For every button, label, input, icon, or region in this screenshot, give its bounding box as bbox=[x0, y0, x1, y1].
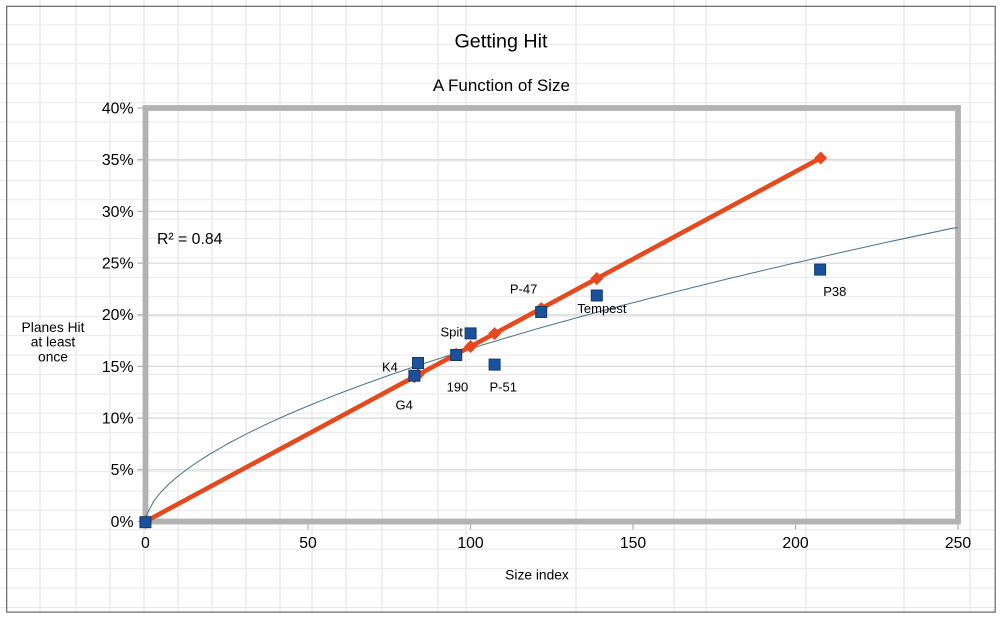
svg-text:0%: 0% bbox=[111, 514, 134, 531]
svg-text:30%: 30% bbox=[102, 204, 134, 221]
svg-text:K4: K4 bbox=[382, 360, 398, 375]
svg-text:100: 100 bbox=[457, 535, 484, 552]
svg-text:35%: 35% bbox=[102, 152, 134, 169]
svg-text:40%: 40% bbox=[102, 100, 134, 117]
svg-text:R² = 0.84: R² = 0.84 bbox=[157, 231, 223, 248]
svg-text:Spit: Spit bbox=[441, 325, 464, 340]
svg-text:5%: 5% bbox=[111, 462, 134, 479]
svg-text:50: 50 bbox=[299, 535, 317, 552]
svg-text:G4: G4 bbox=[396, 397, 413, 412]
svg-text:P38: P38 bbox=[823, 284, 846, 299]
svg-text:15%: 15% bbox=[102, 359, 134, 376]
svg-text:10%: 10% bbox=[102, 411, 134, 428]
svg-text:25%: 25% bbox=[102, 256, 134, 273]
svg-text:150: 150 bbox=[620, 535, 647, 552]
svg-text:P-51: P-51 bbox=[490, 380, 517, 395]
svg-text:P-47: P-47 bbox=[510, 282, 537, 297]
svg-text:Tempest: Tempest bbox=[577, 301, 627, 316]
svg-text:190: 190 bbox=[447, 380, 469, 395]
svg-text:at least: at least bbox=[31, 335, 76, 350]
svg-text:once: once bbox=[38, 350, 68, 365]
svg-text:0: 0 bbox=[141, 535, 150, 552]
svg-text:200: 200 bbox=[782, 535, 809, 552]
svg-text:250: 250 bbox=[945, 535, 972, 552]
svg-text:Planes Hit: Planes Hit bbox=[22, 320, 85, 335]
svg-text:Getting Hit: Getting Hit bbox=[454, 30, 548, 52]
svg-text:A Function of Size: A Function of Size bbox=[433, 76, 570, 95]
svg-text:20%: 20% bbox=[102, 307, 134, 324]
svg-text:Size index: Size index bbox=[505, 568, 569, 583]
